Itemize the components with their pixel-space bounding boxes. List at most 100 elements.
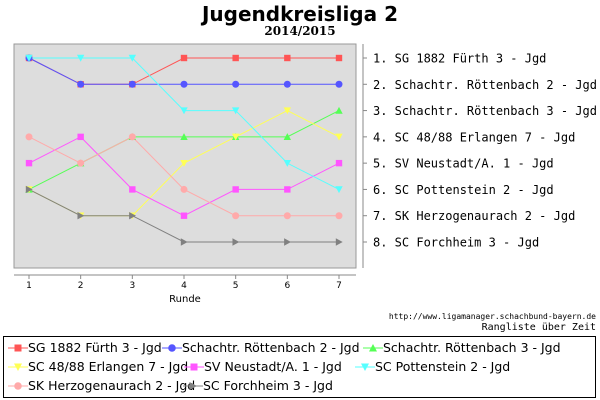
- plot-area: [13, 43, 357, 269]
- data-point: [284, 54, 291, 62]
- legend-label: Schachtr. Röttenbach 3 - Jgd: [383, 340, 561, 355]
- legend-item: Schachtr. Röttenbach 2 - Jgd: [162, 339, 360, 357]
- data-point: [232, 238, 240, 246]
- data-point: [232, 80, 240, 88]
- data-point: [25, 133, 33, 141]
- legend-label: SC Pottenstein 2 - Jgd: [375, 359, 511, 374]
- data-point: [283, 212, 291, 220]
- legend-marker: [14, 381, 22, 390]
- data-point: [335, 54, 343, 62]
- x-tick-label: 4: [181, 281, 187, 291]
- x-tick-label: 3: [129, 281, 135, 291]
- rank-label: 7. SK Herzogenaurach 2 - Jgd: [373, 209, 575, 223]
- legend-swatch: [8, 363, 28, 371]
- data-point: [335, 186, 343, 194]
- legend-swatch: [162, 343, 182, 352]
- legend-swatch: [363, 343, 383, 351]
- data-point: [335, 80, 343, 88]
- rank-label: 2. Schachtr. Röttenbach 2 - Jgd: [373, 78, 597, 92]
- data-point: [283, 107, 292, 115]
- rank-label: 8. SC Forchheim 3 - Jgd: [373, 236, 539, 250]
- legend-swatch: [184, 363, 204, 370]
- legend-label: SK Herzogenaurach 2 - Jgd: [28, 378, 196, 393]
- data-point: [25, 54, 33, 62]
- rank-label: 1. SG 1882 Fürth 3 - Jgd: [373, 52, 546, 66]
- data-point: [180, 133, 188, 141]
- data-point: [232, 54, 239, 62]
- chart-title: Jugendkreisliga 2: [201, 2, 398, 26]
- legend-item: SV Neustadt/A. 1 - Jgd: [184, 358, 342, 376]
- data-point: [25, 185, 33, 194]
- data-point: [25, 159, 33, 167]
- data-point: [128, 133, 136, 141]
- data-point: [335, 133, 343, 141]
- legend-label: SV Neustadt/A. 1 - Jgd: [204, 359, 342, 374]
- data-point: [76, 54, 85, 62]
- legend-item: SC Pottenstein 2 - Jgd: [355, 358, 510, 376]
- chart-subtitle: 2014/2015: [264, 24, 336, 38]
- data-point: [77, 159, 85, 167]
- legend-item: Schachtr. Röttenbach 3 - Jgd: [363, 339, 561, 357]
- data-point: [129, 186, 136, 193]
- rank-label: 4. SC 48/88 Erlangen 7 - Jgd: [373, 130, 575, 144]
- legend-swatch: [8, 344, 28, 351]
- legend-label: Schachtr. Röttenbach 2 - Jgd: [182, 340, 360, 355]
- rank-label: 5. SV Neustadt/A. 1 - Jgd: [373, 157, 554, 171]
- x-tick-label: 6: [284, 281, 290, 291]
- x-tick-label: 1: [26, 281, 32, 291]
- data-point: [283, 159, 292, 167]
- legend-marker: [14, 344, 22, 351]
- legend-marker: [369, 343, 377, 351]
- data-point: [232, 212, 240, 220]
- legend-marker: [190, 363, 198, 370]
- data-point: [180, 54, 188, 62]
- legend: SG 1882 Fürth 3 - Jgd Schachtr. Röttenba…: [3, 336, 596, 398]
- legend-swatch: [8, 381, 28, 390]
- data-point: [180, 212, 188, 219]
- data-point: [180, 107, 188, 115]
- rank-label: 6. SC Pottenstein 2 - Jgd: [373, 183, 554, 197]
- data-point: [180, 238, 188, 246]
- legend-marker: [189, 381, 197, 390]
- x-tick-label: 2: [78, 281, 84, 291]
- legend-swatch: [355, 363, 375, 371]
- data-point: [128, 80, 136, 88]
- data-point: [129, 212, 137, 220]
- x-axis-label: Runde: [169, 294, 201, 305]
- legend-marker: [361, 363, 369, 371]
- legend-item: SK Herzogenaurach 2 - Jgd: [8, 377, 195, 395]
- legend-label: SC 48/88 Erlangen 7 - Jgd: [28, 359, 189, 374]
- source-url: http://www.ligamanager.schachbund-bayern…: [388, 312, 596, 321]
- data-point: [335, 212, 343, 220]
- data-point: [128, 54, 137, 62]
- data-point: [180, 185, 188, 193]
- legend-marker: [14, 363, 22, 371]
- legend-marker: [168, 343, 176, 352]
- data-point: [283, 133, 292, 141]
- rank-chart: 1 2 3 4 5 6 7 1. SG 1882 Fürth 3 - Jgd 2. Schac…: [13, 43, 597, 305]
- legend-item: SG 1882 Fürth 3 - Jgd: [8, 339, 162, 357]
- data-point: [335, 159, 343, 167]
- rank-label: 3. Schachtr. Röttenbach 3 - Jgd: [373, 104, 597, 118]
- data-point: [284, 186, 291, 193]
- x-tick-label: 7: [336, 281, 342, 291]
- data-point: [180, 159, 188, 167]
- legend-label: SC Forchheim 3 - Jgd: [203, 378, 333, 393]
- data-point: [77, 212, 85, 220]
- data-point: [231, 107, 240, 115]
- legend-item: SC Forchheim 3 - Jgd: [183, 377, 333, 395]
- data-point: [180, 80, 188, 88]
- legend-item: SC 48/88 Erlangen 7 - Jgd: [8, 358, 188, 376]
- data-point: [231, 133, 240, 141]
- data-point: [77, 133, 84, 141]
- footer-label: Rangliste über Zeit: [481, 322, 596, 333]
- data-point: [232, 186, 239, 193]
- data-point: [77, 80, 85, 88]
- data-point: [284, 238, 292, 246]
- legend-label: SG 1882 Fürth 3 - Jgd: [28, 340, 162, 355]
- data-point: [283, 80, 291, 88]
- legend-swatch: [183, 381, 203, 390]
- x-tick-label: 5: [233, 281, 239, 291]
- data-point: [335, 106, 343, 114]
- data-point: [335, 238, 343, 246]
